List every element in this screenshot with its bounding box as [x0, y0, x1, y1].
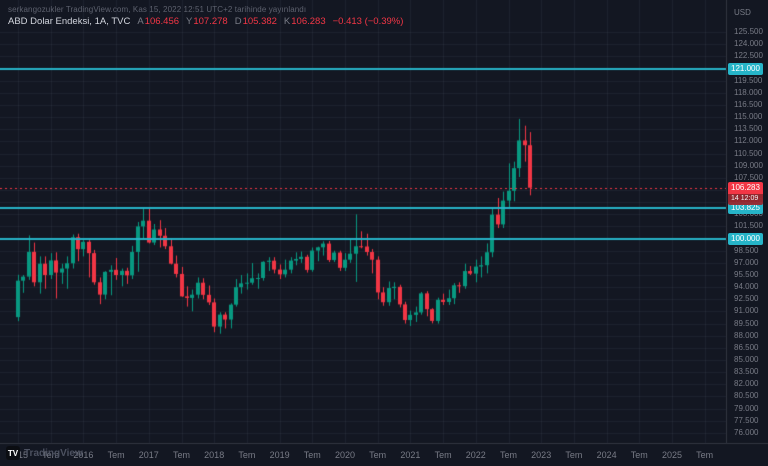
price-axis-label: 85.000 [734, 355, 759, 365]
price-axis-label: 83.500 [734, 367, 759, 377]
price-axis-label: 101.500 [734, 221, 763, 231]
time-scale[interactable]: 2015Tem2016Tem2017Tem2018Tem2019Tem2020T… [0, 443, 768, 466]
change-value: −0.413 (−0.39%) [332, 16, 404, 27]
price-axis-label: 113.500 [734, 124, 763, 134]
price-axis-label: 125.500 [734, 27, 763, 37]
time-axis-label: Tem [369, 450, 387, 460]
logo-text: TradingView [24, 447, 83, 459]
price-axis-label: 118.000 [734, 87, 763, 97]
price-axis-label: 122.500 [734, 51, 763, 61]
time-axis-label: 2018 [204, 450, 225, 460]
time-axis-label: 2022 [465, 450, 486, 460]
price-line-badge: 121.000 [728, 62, 763, 75]
price-axis-label: 76.000 [734, 427, 759, 437]
price-axis-label: 86.500 [734, 342, 759, 352]
time-axis-label: Tem [696, 450, 714, 460]
time-axis-label: 2017 [138, 450, 159, 460]
time-axis-label: 2020 [334, 450, 356, 460]
time-axis-label: 2024 [596, 450, 617, 460]
price-axis-label: 94.000 [734, 282, 759, 292]
currency-label: USD [734, 8, 751, 17]
ohlc-low: D 105.382 [234, 16, 277, 27]
time-axis-label: 2016 [73, 450, 94, 460]
time-axis-label: Tem [565, 450, 583, 460]
time-axis-label: Tem [630, 450, 648, 460]
price-axis-label: 91.000 [734, 306, 759, 316]
tradingview-mark-icon: TV [6, 446, 20, 460]
price-axis-label: 95.500 [734, 270, 759, 279]
price-axis-label: 92.500 [734, 294, 759, 304]
ohlc-open: A 106.456 [137, 16, 180, 27]
price-axis-label: 82.000 [734, 379, 759, 389]
time-axis-label: Tem [499, 450, 518, 460]
time-axis-label: 2019 [269, 450, 290, 460]
tradingview-logo[interactable]: TV TradingView [6, 446, 83, 460]
last-price-badge: 106.283 14 12:09 [728, 181, 763, 205]
ohlc-high: Y 107.278 [186, 16, 228, 27]
time-axis-label: Tem [42, 450, 60, 460]
price-axis-label: 79.000 [734, 403, 759, 413]
symbol-legend: ABD Dolar Endeksi, 1A, TVC A 106.456 Y 1… [8, 16, 403, 27]
price-axis-label: 112.000 [734, 136, 763, 146]
time-axis-label: Tem [238, 450, 256, 460]
bar-countdown: 14 12:09 [728, 193, 763, 205]
price-axis-label: 98.500 [734, 245, 759, 255]
time-axis-label: Tem [107, 450, 125, 460]
time-axis-label: Tem [172, 450, 191, 460]
price-axis-label: 89.500 [734, 318, 759, 328]
price-axis-label: 88.000 [734, 330, 759, 340]
time-axis-label: Tem [303, 450, 321, 460]
price-axis-label: 119.500 [734, 75, 763, 85]
time-axis-label: 2025 [661, 450, 683, 460]
last-price-value: 106.283 [728, 181, 763, 194]
price-axis-label: 109.000 [734, 160, 763, 170]
price-axis-label: 77.500 [734, 415, 759, 425]
time-axis-label: 2023 [531, 450, 552, 460]
ohlc-close: K 106.283 [283, 16, 326, 27]
price-axis-label: 110.500 [734, 148, 763, 158]
price-axis-label: 116.500 [734, 99, 763, 109]
publish-attribution: serkangozukler TradingView.com, Kas 15, … [8, 5, 307, 14]
price-axis-label: 107.500 [734, 172, 763, 182]
price-axis-label: 124.000 [734, 39, 763, 49]
price-axis-label: 115.000 [734, 112, 763, 122]
symbol-title[interactable]: ABD Dolar Endeksi, 1A, TVC [8, 16, 131, 27]
price-axis-label: 103.000 [734, 209, 763, 219]
price-axis-label: 80.500 [734, 391, 759, 401]
time-axis-label: Tem [434, 450, 452, 460]
price-axis-label: 97.000 [734, 257, 759, 267]
time-axis-label: 2021 [400, 450, 421, 460]
price-line-badge: 100.000 [728, 232, 763, 245]
